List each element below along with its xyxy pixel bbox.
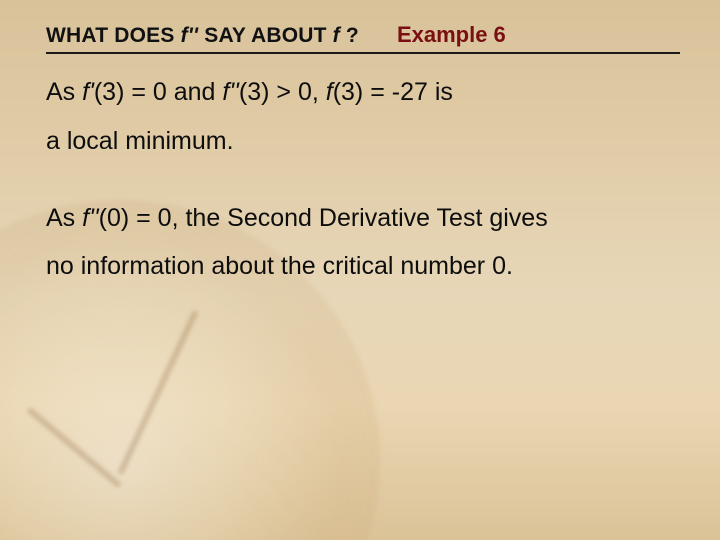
p2-a: As	[46, 204, 82, 232]
title-text-prefix: WHAT DOES	[46, 24, 181, 47]
body-text: As f'(3) = 0 and f''(3) > 0, f(3) = -27 …	[46, 68, 684, 291]
title-f: f	[333, 24, 346, 47]
slide-title: WHAT DOES f'' SAY ABOUT f ?	[46, 24, 359, 48]
header-rule	[46, 52, 680, 54]
p2-fdoubleprime: f''	[82, 204, 99, 232]
p2-c: no information about the critical number…	[46, 252, 513, 280]
p1-fdoubleprime: f''	[222, 78, 239, 106]
p1-b: (3) = 0 and	[94, 78, 223, 106]
p1-e: a local minimum.	[46, 127, 234, 155]
example-label: Example 6	[397, 22, 506, 48]
p1-f: f	[326, 78, 333, 106]
p1-c: (3) > 0,	[239, 78, 326, 106]
title-text-suffix: ?	[346, 24, 359, 47]
header-row: WHAT DOES f'' SAY ABOUT f ? Example 6	[46, 22, 684, 48]
title-text-mid: SAY ABOUT	[198, 24, 332, 47]
p1-a: As	[46, 78, 82, 106]
p1-fprime: f'	[82, 78, 94, 106]
p1-d: (3) = -27 is	[333, 78, 453, 106]
paragraph-1: As f'(3) = 0 and f''(3) > 0, f(3) = -27 …	[46, 68, 684, 166]
slide-container: WHAT DOES f'' SAY ABOUT f ? Example 6 As…	[0, 0, 720, 540]
paragraph-2: As f''(0) = 0, the Second Derivative Tes…	[46, 194, 684, 292]
title-f-double-prime: f''	[181, 24, 199, 47]
p2-b: (0) = 0, the Second Derivative Test give…	[99, 204, 548, 232]
